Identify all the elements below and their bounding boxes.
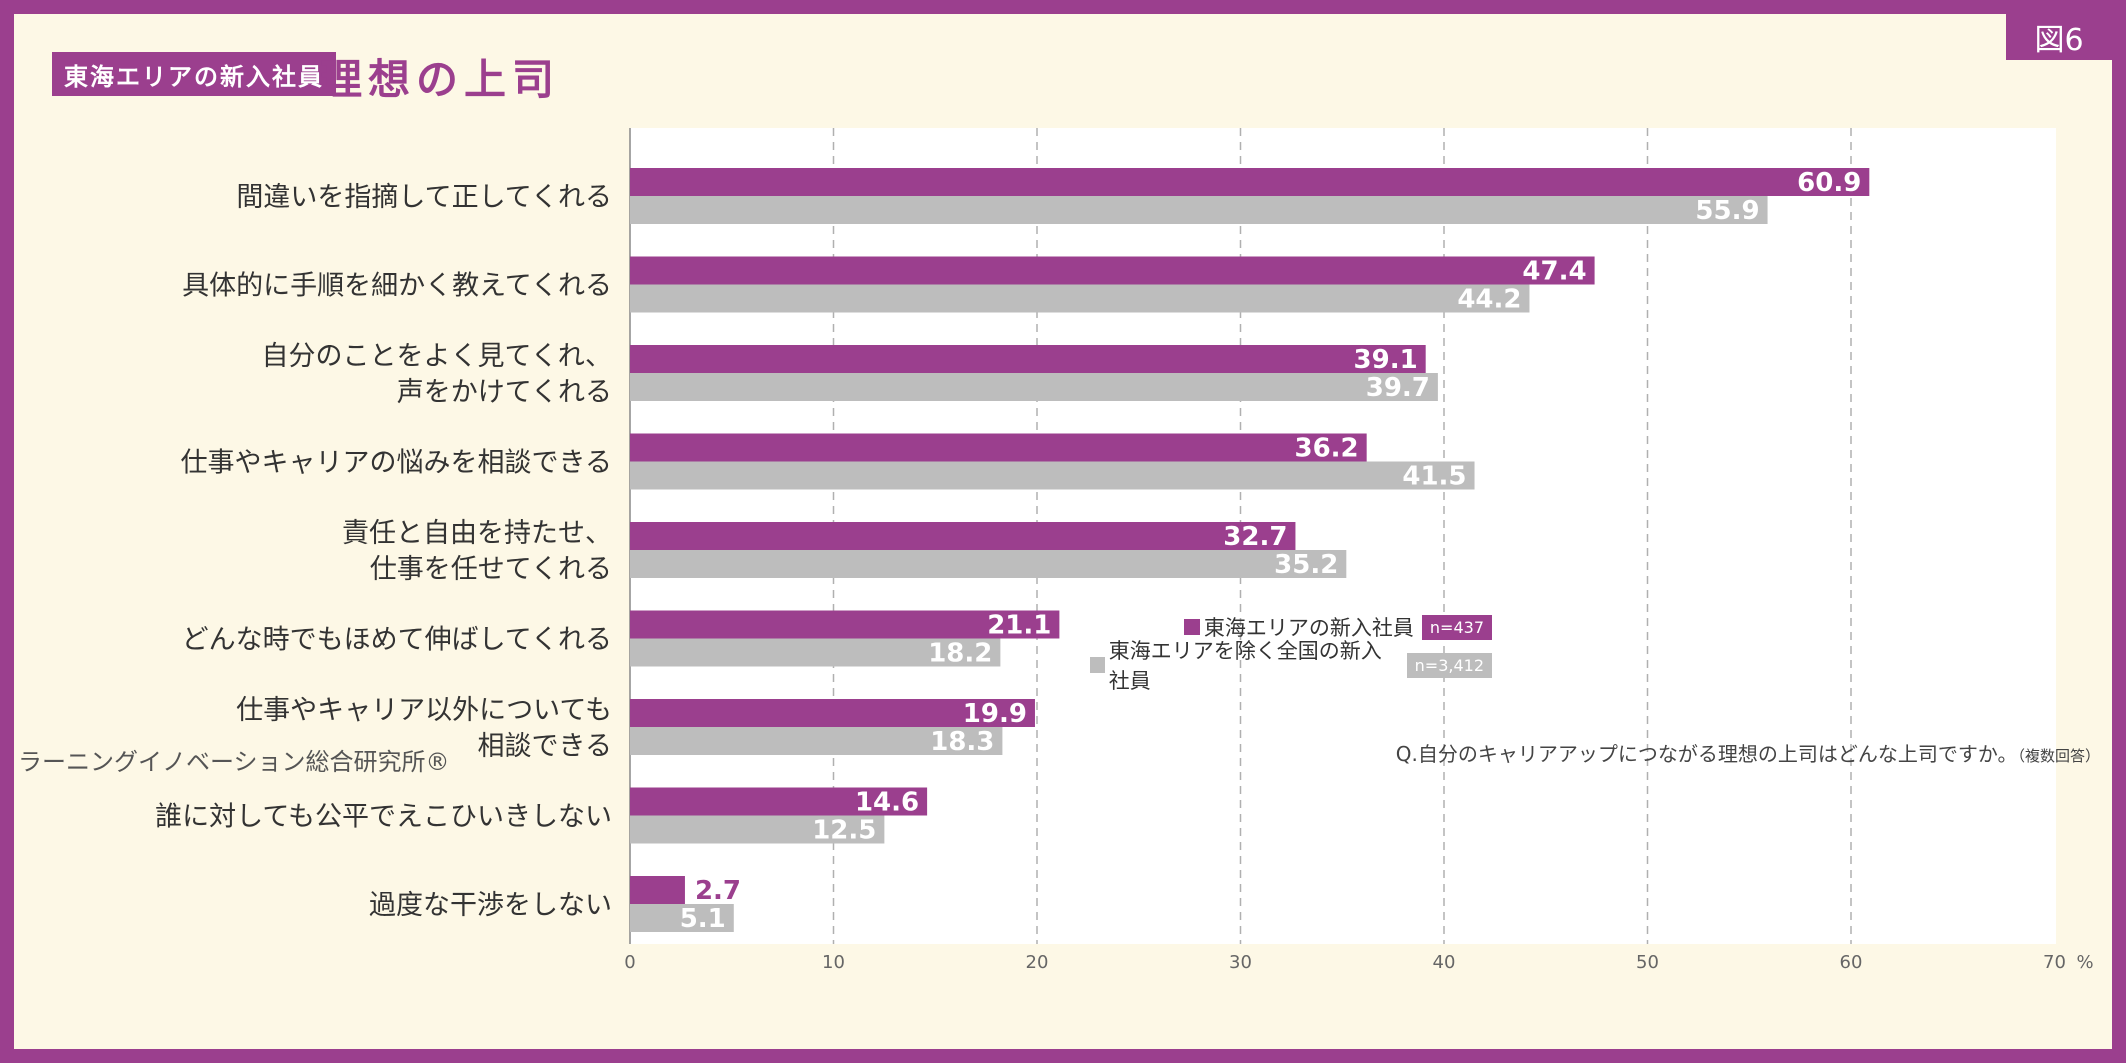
- data-label: 21.1: [987, 611, 1051, 641]
- bar-national: [630, 196, 1768, 224]
- bar-tokai: [630, 433, 1367, 462]
- x-tick-label: 40: [1433, 952, 1456, 973]
- data-label: 36.2: [1295, 434, 1359, 464]
- category-label: 仕事やキャリア以外についても: [236, 695, 612, 726]
- category-label: 具体的に手順を細かく教えてくれる: [182, 271, 612, 302]
- data-label: 19.9: [963, 699, 1027, 729]
- data-label: 18.2: [928, 639, 992, 669]
- bar-tokai: [630, 699, 1035, 727]
- bar-tokai: [630, 522, 1296, 550]
- chart-title: 理想の上司: [320, 55, 561, 104]
- data-label: 2.7: [695, 876, 741, 906]
- figure-number-tag: 図6: [2006, 14, 2112, 60]
- x-tick-label: 0: [624, 952, 635, 973]
- question-text: Q.自分のキャリアアップにつながる理想の上司はどんな上司ですか。: [1395, 742, 2018, 766]
- data-label: 12.5: [812, 816, 876, 846]
- category-label: 間違いを指摘して正してくれる: [236, 182, 612, 213]
- bar-tokai: [630, 256, 1595, 285]
- category-label: 仕事やキャリアの悩みを相談できる: [181, 448, 612, 479]
- bar-national: [630, 638, 1001, 667]
- category-label: 過度な干渉をしない: [369, 890, 612, 921]
- category-label: 相談できる: [478, 731, 612, 762]
- bar-tokai: [630, 168, 1870, 196]
- x-tick-label: 20: [1026, 952, 1049, 973]
- x-tick-label: 10: [822, 952, 845, 973]
- x-tick-label: 70: [2043, 952, 2066, 973]
- category-label: どんな時でもほめて伸ばしてくれる: [182, 625, 612, 656]
- x-tick-label: 30: [1229, 952, 1252, 973]
- data-label: 18.3: [930, 727, 994, 757]
- data-label: 14.6: [855, 788, 919, 818]
- x-tick-label: 50: [1636, 952, 1659, 973]
- bar-national: [630, 727, 1003, 755]
- data-label: 44.2: [1457, 285, 1521, 315]
- bar-national: [630, 284, 1530, 313]
- legend-label-national: 東海エリアを除く全国の新入社員: [1108, 639, 1382, 693]
- data-label: 55.9: [1695, 196, 1759, 226]
- x-tick-label: 60: [1840, 952, 1863, 973]
- category-label: 自分のことをよく見てくれ、: [262, 341, 612, 372]
- bar-tokai: [630, 610, 1060, 639]
- category-label: 誰に対しても公平でえこひいきしない: [155, 802, 612, 833]
- legend-n-national: n=3,412: [1406, 652, 1492, 678]
- x-axis-unit: %: [2077, 952, 2094, 973]
- data-label: 39.7: [1366, 373, 1430, 403]
- source-credit: ラーニングイノベーション総合研究所®: [18, 748, 450, 776]
- data-label: 47.4: [1522, 257, 1586, 287]
- bar-tokai: [630, 345, 1426, 373]
- legend-swatch-tokai: [1183, 619, 1200, 635]
- survey-question: Q.自分のキャリアアップにつながる理想の上司はどんな上司ですか。（複数回答）: [1396, 738, 2100, 767]
- bar-national: [630, 550, 1347, 578]
- question-note: （複数回答）: [2017, 747, 2100, 765]
- bar-national: [630, 815, 885, 844]
- data-label: 32.7: [1223, 522, 1287, 552]
- legend-label-tokai: 東海エリアの新入社員: [1203, 616, 1414, 640]
- category-label: 責任と自由を持たせ、: [342, 518, 612, 549]
- title-badge: 東海エリアの新入社員: [52, 52, 336, 96]
- legend-item-tokai: 東海エリアの新入社員 n=437: [1090, 612, 1492, 642]
- data-label: 5.1: [680, 904, 726, 934]
- bar-tokai: [630, 787, 928, 816]
- legend-swatch-national: [1090, 657, 1105, 673]
- bar-tokai: [630, 876, 685, 904]
- bar-national: [630, 461, 1475, 490]
- data-label: 39.1: [1354, 345, 1418, 375]
- data-label: 60.9: [1797, 168, 1861, 198]
- legend-n-tokai: n=437: [1421, 614, 1492, 640]
- bar-national: [630, 904, 734, 932]
- category-label: 仕事を任せてくれる: [370, 554, 612, 585]
- data-label: 35.2: [1274, 550, 1338, 580]
- category-label: 声をかけてくれる: [397, 377, 612, 408]
- legend-item-national: 東海エリアを除く全国の新入社員 n=3,412: [1090, 639, 1492, 693]
- data-label: 41.5: [1402, 462, 1466, 492]
- bar-national: [630, 373, 1438, 401]
- legend: 東海エリアの新入社員 n=437 東海エリアを除く全国の新入社員 n=3,412: [1090, 612, 1492, 693]
